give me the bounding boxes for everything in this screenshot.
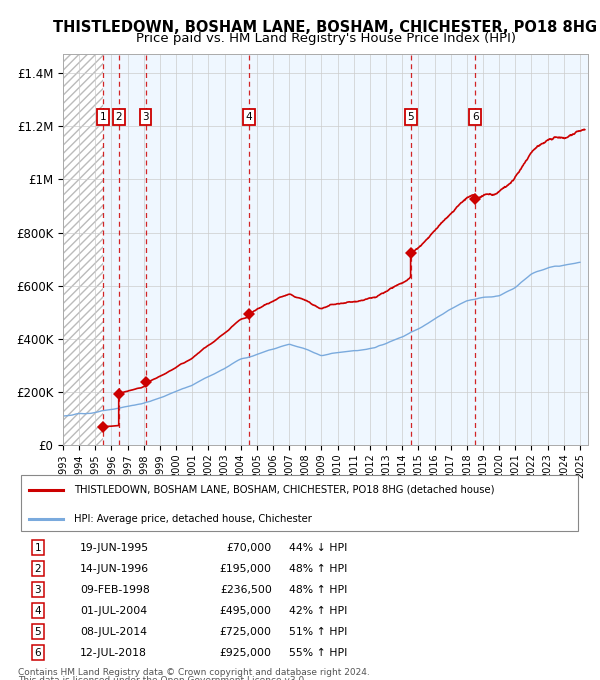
Text: 2: 2	[34, 564, 41, 574]
Bar	[146, 54, 249, 445]
Text: 4: 4	[245, 112, 252, 122]
Text: Price paid vs. HM Land Registry's House Price Index (HPI): Price paid vs. HM Land Registry's House …	[136, 32, 515, 45]
Text: HPI: Average price, detached house, Chichester: HPI: Average price, detached house, Chic…	[74, 514, 312, 524]
Bar	[249, 54, 410, 445]
Text: £725,000: £725,000	[220, 626, 272, 636]
Text: £70,000: £70,000	[227, 543, 272, 553]
Title: THISTLEDOWN, BOSHAM LANE, BOSHAM, CHICHESTER, PO18 8HG: THISTLEDOWN, BOSHAM LANE, BOSHAM, CHICHE…	[53, 20, 598, 35]
Text: 55% ↑ HPI: 55% ↑ HPI	[289, 647, 347, 658]
Bar	[103, 54, 119, 445]
Text: 5: 5	[407, 112, 414, 122]
Text: 5: 5	[34, 626, 41, 636]
Bar	[119, 54, 146, 445]
Text: 51% ↑ HPI: 51% ↑ HPI	[289, 626, 347, 636]
Text: £495,000: £495,000	[220, 606, 272, 615]
Text: 4: 4	[34, 606, 41, 615]
Bar	[410, 54, 475, 445]
Text: 3: 3	[34, 585, 41, 594]
Text: 44% ↓ HPI: 44% ↓ HPI	[289, 543, 347, 553]
Text: 42% ↑ HPI: 42% ↑ HPI	[289, 606, 347, 615]
Text: 6: 6	[472, 112, 479, 122]
Bar	[63, 54, 103, 445]
Text: 01-JUL-2004: 01-JUL-2004	[80, 606, 147, 615]
Text: £925,000: £925,000	[220, 647, 272, 658]
Text: Contains HM Land Registry data © Crown copyright and database right 2024.: Contains HM Land Registry data © Crown c…	[18, 668, 370, 677]
Text: 08-JUL-2014: 08-JUL-2014	[80, 626, 147, 636]
Text: 48% ↑ HPI: 48% ↑ HPI	[289, 564, 347, 574]
Text: 12-JUL-2018: 12-JUL-2018	[80, 647, 147, 658]
Bar	[475, 54, 588, 445]
FancyBboxPatch shape	[21, 475, 578, 531]
Text: £236,500: £236,500	[220, 585, 272, 594]
Text: This data is licensed under the Open Government Licence v3.0.: This data is licensed under the Open Gov…	[18, 676, 307, 680]
Text: 19-JUN-1995: 19-JUN-1995	[80, 543, 149, 553]
Text: 2: 2	[115, 112, 122, 122]
Text: 1: 1	[100, 112, 106, 122]
Text: 6: 6	[34, 647, 41, 658]
Text: THISTLEDOWN, BOSHAM LANE, BOSHAM, CHICHESTER, PO18 8HG (detached house): THISTLEDOWN, BOSHAM LANE, BOSHAM, CHICHE…	[74, 485, 495, 495]
Text: 48% ↑ HPI: 48% ↑ HPI	[289, 585, 347, 594]
Text: 3: 3	[142, 112, 149, 122]
Text: 09-FEB-1998: 09-FEB-1998	[80, 585, 150, 594]
Text: 1: 1	[34, 543, 41, 553]
Text: 14-JUN-1996: 14-JUN-1996	[80, 564, 149, 574]
Text: £195,000: £195,000	[220, 564, 272, 574]
